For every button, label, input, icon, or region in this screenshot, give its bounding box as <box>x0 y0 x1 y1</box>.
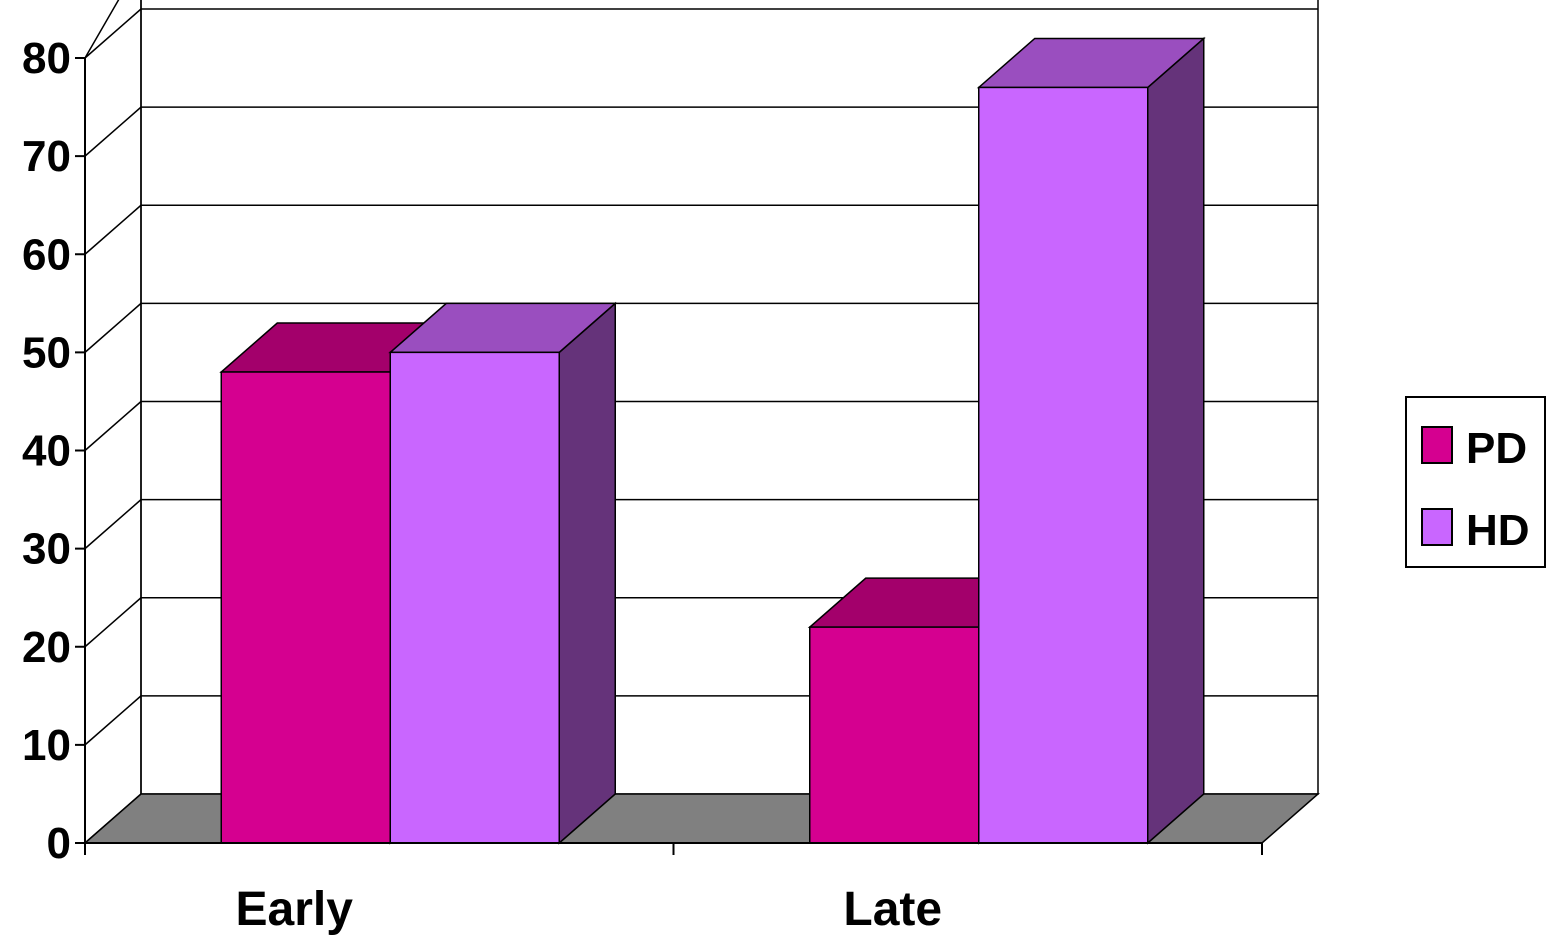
gridline-side-60 <box>84 204 142 255</box>
legend-swatch-hd <box>1421 508 1453 546</box>
y-tick-label-10: 10 <box>22 721 71 770</box>
bar-front-face <box>809 626 980 844</box>
bar-front-face <box>978 86 1149 844</box>
legend-label-pd: PD <box>1466 424 1527 473</box>
bars <box>219 36 1206 845</box>
bar-front-face <box>389 351 560 844</box>
y-tick-label-50: 50 <box>22 328 71 377</box>
y-tick-label-20: 20 <box>22 623 71 672</box>
gridline-side-80 <box>84 8 142 59</box>
legend-label-hd: HD <box>1466 506 1530 555</box>
legend: PD HD <box>1405 396 1546 568</box>
gridline-side-40 <box>84 400 142 452</box>
y-tick-label-30: 30 <box>22 525 71 574</box>
bar-late-hd <box>976 36 1206 845</box>
gridline-side-70 <box>84 106 142 157</box>
bar-early-hd <box>388 301 618 845</box>
y-tick-label-60: 60 <box>22 230 71 279</box>
y-axis-tick-labels: 0 10 20 30 40 50 60 70 80 <box>22 34 71 868</box>
gridline-side-20 <box>84 597 142 648</box>
bar-side-face <box>558 301 616 845</box>
bar-front-face <box>220 371 391 844</box>
gridline-side-50 <box>84 302 142 353</box>
y-tick-label-70: 70 <box>22 132 71 181</box>
x-axis-category-labels: Early Late <box>236 883 943 936</box>
axes <box>75 57 1263 855</box>
gridline-side-30 <box>84 499 142 550</box>
y-tick-label-40: 40 <box>22 427 71 476</box>
bar-side-face <box>1147 36 1205 845</box>
x-category-label-early: Early <box>236 883 354 936</box>
gridline-side-10 <box>84 695 142 746</box>
x-category-label-late: Late <box>843 883 942 936</box>
y-tick-label-0: 0 <box>47 819 71 868</box>
y-tick-label-80: 80 <box>22 34 71 83</box>
legend-swatch-pd <box>1421 426 1453 464</box>
left-wall-top-edge <box>84 0 120 59</box>
